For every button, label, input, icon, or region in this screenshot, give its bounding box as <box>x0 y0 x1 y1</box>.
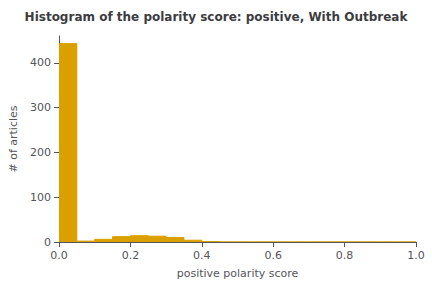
svg-text:200: 200 <box>30 146 51 159</box>
svg-text:0.8: 0.8 <box>336 249 354 262</box>
svg-text:0.6: 0.6 <box>264 249 282 262</box>
svg-text:0: 0 <box>44 236 51 249</box>
svg-text:Histogram of the polarity scor: Histogram of the polarity score: positiv… <box>25 10 409 24</box>
svg-text:# of articles: # of articles <box>7 105 20 172</box>
svg-text:positive polarity score: positive polarity score <box>177 267 299 280</box>
svg-text:0.0: 0.0 <box>50 249 68 262</box>
svg-text:0.2: 0.2 <box>122 249 140 262</box>
svg-text:100: 100 <box>30 191 51 204</box>
svg-text:400: 400 <box>30 56 51 69</box>
svg-text:300: 300 <box>30 101 51 114</box>
svg-text:1.0: 1.0 <box>407 249 425 262</box>
svg-text:0.4: 0.4 <box>193 249 211 262</box>
